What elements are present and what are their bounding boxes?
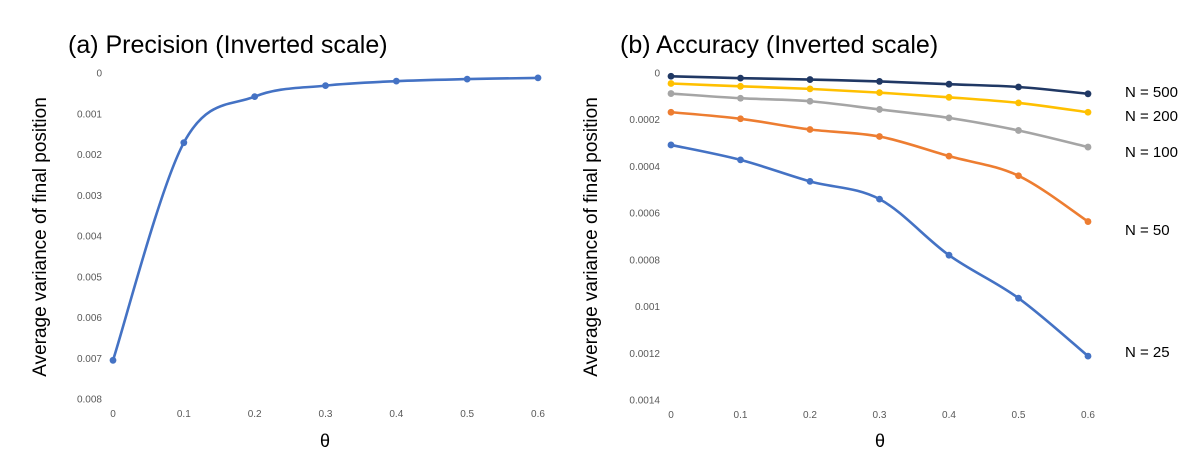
chart-b-x-tick-label: 0.1 xyxy=(734,410,748,421)
chart-a-y-tick-label: 0.005 xyxy=(77,272,102,283)
chart-a-y-tick-label: 0.004 xyxy=(77,232,102,243)
chart-a-plot: 0 0.1 0.2 0.3 0.4 0.5 0.6 0 0.001 0.002 0.003 0.004… xyxy=(77,69,545,421)
chart-b-data-point xyxy=(876,106,883,113)
chart-b-title: (b) Accuracy (Inverted scale) xyxy=(620,31,938,59)
chart-a-data-point xyxy=(251,93,259,101)
chart-a-x-tick-label: 0.5 xyxy=(460,409,474,420)
chart-a-x-tick-label: 0.2 xyxy=(248,409,262,420)
chart-b-data-point xyxy=(945,114,953,122)
chart-a-x-tick-label: 0.4 xyxy=(389,409,403,420)
chart-b-data-point xyxy=(945,80,953,88)
chart-b-y-tick-label: 0 xyxy=(654,69,660,80)
chart-a-data-point xyxy=(463,75,471,83)
chart-a-y-tick-label: 0.002 xyxy=(77,150,102,161)
chart-a-data-point xyxy=(322,82,329,90)
chart-b-data-point xyxy=(737,94,744,102)
chart-b-data-point xyxy=(1084,90,1092,98)
chart-a-y-tick-label: 0.007 xyxy=(77,354,102,365)
chart-a-x-tick-label: 0.3 xyxy=(319,409,333,420)
chart-a-y-tick-label: 0.006 xyxy=(77,313,102,324)
chart-b-series-line xyxy=(669,110,1090,223)
chart-b-data-point xyxy=(945,93,953,101)
chart-b-data-point xyxy=(806,177,814,185)
chart-b-series-label: N = 100 xyxy=(1125,144,1178,161)
chart-b-series-label: N = 50 xyxy=(1125,222,1170,239)
chart-a-title: (a) Precision (Inverted scale) xyxy=(68,31,388,59)
chart-a-xlabel: θ xyxy=(320,431,330,451)
chart-a-series-line xyxy=(111,76,540,362)
chart-b-data-point xyxy=(667,108,675,116)
chart-b-data-point xyxy=(806,97,814,105)
chart-b-data-point xyxy=(667,80,675,87)
chart-b-data-point xyxy=(737,74,744,82)
chart-b-x-tick-label: 0.4 xyxy=(942,410,956,421)
chart-b-data-point xyxy=(1015,83,1022,91)
chart-b-y-tick-label: 0.0006 xyxy=(629,209,660,220)
chart-a-y-tick-label: 0.001 xyxy=(77,109,102,120)
chart-b-x-tick-label: 0.5 xyxy=(1012,410,1026,421)
chart-b-data-point xyxy=(876,78,883,85)
chart-b-data-point xyxy=(1015,127,1022,134)
chart-b-y-tick-label: 0.0004 xyxy=(629,162,660,173)
chart-a-data-point xyxy=(392,77,400,85)
chart-b-data-point xyxy=(876,133,883,140)
chart-a-y-tick-label: 0.003 xyxy=(77,191,102,202)
chart-b-y-tick-label: 0.0008 xyxy=(629,255,660,266)
chart-b-xlabel: θ xyxy=(875,431,885,451)
chart-b-y-tick-label: 0.0014 xyxy=(629,396,660,407)
chart-a-y-tick-label: 0.008 xyxy=(77,395,102,406)
chart-b-data-point xyxy=(737,82,744,90)
chart-a-x-tick-label: 0.6 xyxy=(531,409,545,420)
chart-b-x-tick-label: 0.2 xyxy=(803,410,817,421)
chart-b-x-tick-label: 0.3 xyxy=(873,410,887,421)
chart-b-series-line xyxy=(669,143,1090,358)
chart-b-x-tick-label: 0.6 xyxy=(1081,410,1095,421)
chart-b-data-point xyxy=(1015,294,1022,302)
chart-b-data-point xyxy=(876,89,883,97)
chart-b-data-point xyxy=(806,85,814,93)
chart-b-data-point xyxy=(945,251,953,259)
chart-a-x-tick-label: 0 xyxy=(110,409,116,420)
chart-b-ylabel: Average variance of final position xyxy=(581,97,602,377)
chart-b-data-point xyxy=(737,115,744,123)
chart-a-data-point xyxy=(180,139,188,147)
chart-b-data-point xyxy=(667,90,675,97)
chart-a-x-tick-label: 0.1 xyxy=(177,409,191,420)
chart-b-data-point xyxy=(667,72,675,80)
chart-a-ylabel: Average variance of final position xyxy=(30,97,51,377)
chart-b-plot: 0 0.1 0.2 0.3 0.4 0.5 0.6 0 0.0002 0.0004 0.0006 0.… xyxy=(629,69,1178,422)
chart-b-data-point xyxy=(1015,172,1022,180)
chart-b-data-point xyxy=(1084,108,1092,116)
chart-b-y-tick-label: 0.0002 xyxy=(629,115,660,126)
chart-b-data-point xyxy=(1015,99,1022,107)
chart-b-y-tick-label: 0.001 xyxy=(635,302,660,313)
chart-b-series-label: N = 500 xyxy=(1125,84,1178,101)
chart-b-data-point xyxy=(806,126,814,133)
chart-b-data-point xyxy=(1084,143,1092,151)
chart-b-y-tick-label: 0.0012 xyxy=(629,349,660,360)
chart-a-data-point xyxy=(534,74,542,82)
chart-b-data-point xyxy=(945,152,953,160)
chart-b-data-point xyxy=(1084,218,1092,225)
chart-b-series-label: N = 25 xyxy=(1125,344,1170,361)
chart-b-data-point xyxy=(806,76,814,83)
chart-a-y-tick-label: 0 xyxy=(96,69,102,80)
chart-b-series-label: N = 200 xyxy=(1125,108,1178,125)
chart-a-data-point xyxy=(109,356,117,364)
chart-b-x-tick-label: 0 xyxy=(668,410,674,421)
chart-b-data-point xyxy=(667,141,675,149)
chart-b-data-point xyxy=(1084,352,1092,360)
chart-b-data-point xyxy=(737,156,744,164)
chart-b-data-point xyxy=(876,195,883,203)
